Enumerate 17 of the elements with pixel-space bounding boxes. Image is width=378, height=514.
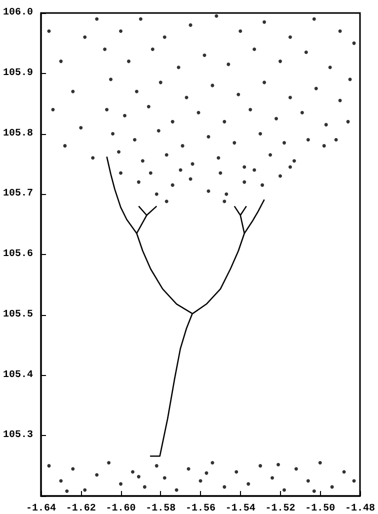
y-tick-label: 105.5 — [2, 309, 34, 320]
x-tick-label: -1.64 — [26, 504, 56, 514]
x-tick-label: -1.50 — [305, 504, 336, 514]
y-tick-label: 105.3 — [2, 430, 34, 442]
x-tick-label: -1.62 — [66, 504, 96, 514]
x-tick-label: -1.48 — [344, 504, 376, 514]
y-tick-label: 105.8 — [2, 128, 34, 140]
x-tick-label: -1.56 — [185, 504, 216, 514]
x-tick-label: -1.58 — [146, 504, 176, 514]
y-tick-label: 106.0 — [2, 8, 34, 18]
y-tick-label: 105.9 — [2, 68, 34, 79]
y-tick-label: 105.4 — [2, 370, 34, 381]
y-tick-label: 105.6 — [2, 249, 34, 260]
x-tick-label: -1.60 — [106, 504, 136, 514]
y-tick-label: 105.7 — [2, 188, 34, 200]
x-tick-label: -1.54 — [225, 504, 256, 514]
x-tick-label: -1.52 — [265, 504, 296, 514]
